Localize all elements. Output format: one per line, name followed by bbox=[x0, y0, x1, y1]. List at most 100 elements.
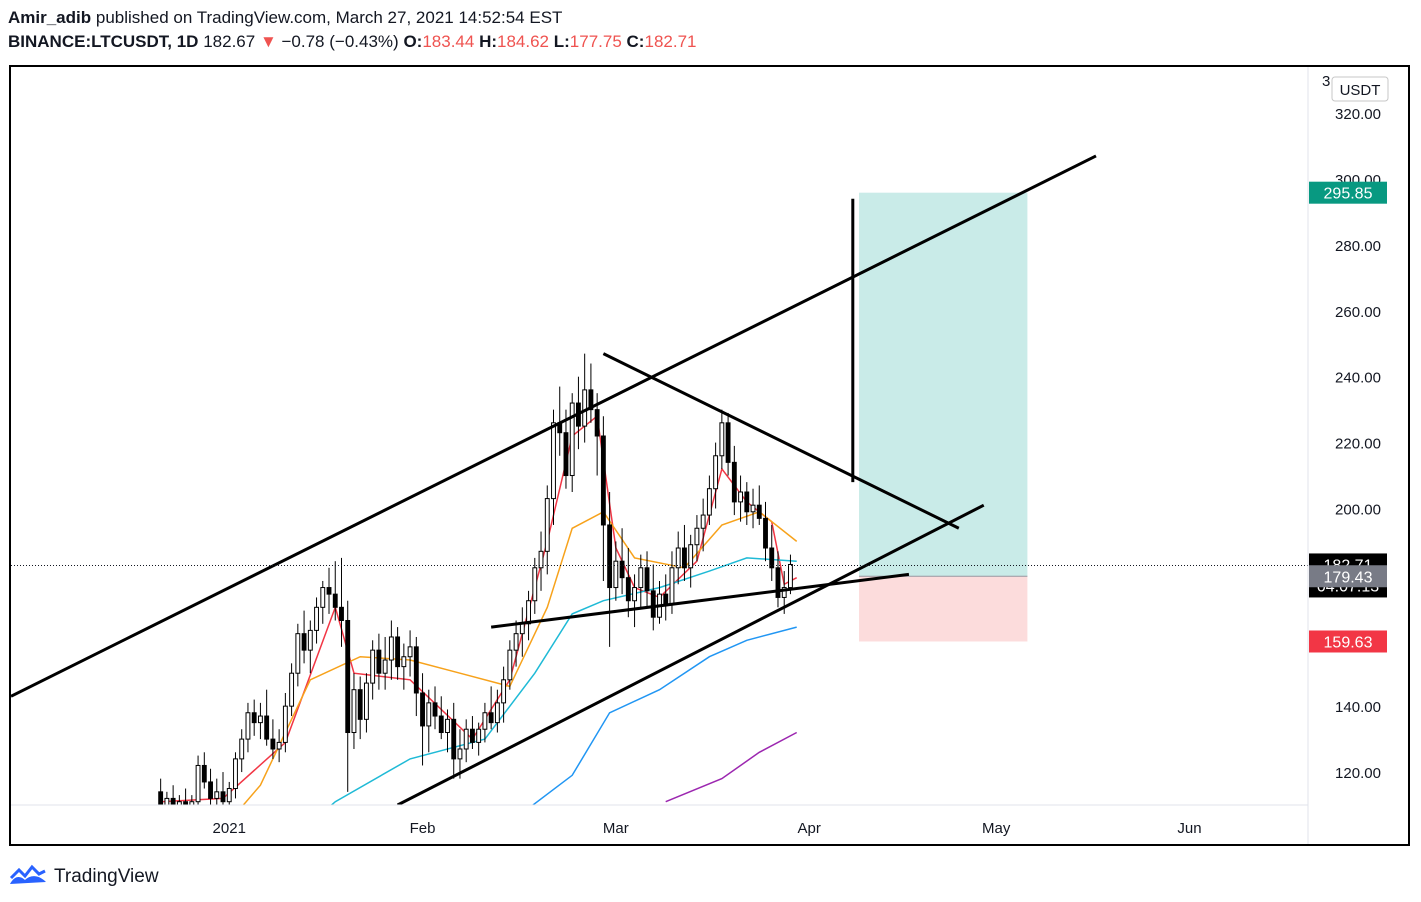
y-tick-label: 240.00 bbox=[1335, 370, 1381, 387]
y-tick-label: 260.00 bbox=[1335, 304, 1381, 321]
y-tick-label: 140.00 bbox=[1335, 699, 1381, 716]
candle bbox=[538, 550, 544, 569]
candle bbox=[170, 797, 176, 805]
candle bbox=[158, 791, 164, 805]
trendline-0 bbox=[11, 154, 1097, 698]
ema-line-4 bbox=[665, 731, 798, 803]
candle bbox=[370, 649, 376, 684]
trendline-1 bbox=[602, 352, 960, 530]
y-tick-label: 120.00 bbox=[1335, 765, 1381, 782]
author-name[interactable]: Amir_adib bbox=[8, 8, 92, 27]
candle bbox=[363, 682, 369, 720]
currency-label: USDT bbox=[1340, 82, 1381, 99]
price-label: 295.85 bbox=[1324, 186, 1373, 203]
y-tick-label: 220.00 bbox=[1335, 436, 1381, 453]
candle bbox=[756, 504, 762, 519]
candle bbox=[463, 728, 469, 750]
candle bbox=[233, 758, 238, 790]
close-value: 182.71 bbox=[644, 32, 697, 51]
close-label: C: bbox=[626, 32, 645, 51]
trendline-2 bbox=[490, 572, 910, 629]
x-tick-label: Apr bbox=[797, 820, 820, 837]
candle bbox=[494, 702, 500, 724]
candle bbox=[357, 689, 363, 720]
chart-frame: 320.00 280.00 260.00 240.00 220.00 200.00 140.… bbox=[9, 65, 1410, 846]
candle bbox=[401, 656, 407, 668]
candle bbox=[744, 491, 750, 513]
candle bbox=[420, 692, 425, 727]
down-arrow-icon: ▼ bbox=[259, 32, 277, 51]
candle bbox=[694, 527, 700, 546]
price-change: −0.78 (−0.43%) bbox=[281, 32, 399, 51]
price-label-bg bbox=[1309, 181, 1387, 204]
candle bbox=[675, 547, 681, 569]
candle bbox=[731, 461, 737, 503]
candle bbox=[669, 567, 675, 605]
candle bbox=[775, 567, 781, 598]
ema-line-2 bbox=[330, 557, 797, 805]
candle bbox=[395, 636, 401, 668]
price-label-bg bbox=[1309, 565, 1387, 588]
candle bbox=[513, 633, 519, 651]
candle bbox=[594, 409, 600, 437]
tradingview-logo-icon[interactable] bbox=[8, 862, 48, 891]
candle bbox=[632, 587, 637, 602]
candle bbox=[201, 764, 207, 783]
candle bbox=[307, 629, 313, 651]
symbol-label[interactable]: BINANCE:LTCUSDT, 1D bbox=[8, 32, 199, 51]
candle bbox=[245, 712, 251, 740]
candle bbox=[588, 389, 594, 411]
y-tick-label: 280.00 bbox=[1335, 238, 1381, 255]
time-axis[interactable]: 2021 Feb Mar Apr May Jun bbox=[213, 820, 1202, 837]
candle bbox=[551, 422, 556, 500]
candle bbox=[176, 801, 182, 805]
candle bbox=[289, 672, 295, 707]
candle bbox=[451, 718, 457, 760]
x-tick-label: 2021 bbox=[213, 820, 246, 837]
candle bbox=[251, 712, 257, 724]
candle bbox=[339, 606, 344, 621]
candle bbox=[738, 491, 743, 503]
candle bbox=[607, 524, 613, 589]
candle bbox=[164, 797, 170, 805]
currency-badge[interactable]: USDT bbox=[1331, 76, 1389, 102]
candle bbox=[326, 587, 332, 595]
candle bbox=[569, 402, 575, 477]
open-value: 183.44 bbox=[422, 32, 475, 51]
candle bbox=[600, 435, 606, 526]
price-label: 159.63 bbox=[1324, 634, 1373, 651]
candle bbox=[769, 547, 775, 569]
candle bbox=[482, 712, 488, 730]
candle bbox=[183, 801, 189, 805]
candle bbox=[208, 781, 213, 799]
price-axis[interactable]: 320.00 280.00 260.00 240.00 220.00 200.00 140.… bbox=[1322, 73, 1381, 782]
x-tick-label: Feb bbox=[410, 820, 436, 837]
candle bbox=[220, 791, 226, 803]
ohlc-line: BINANCE:LTCUSDT, 1D 182.67 ▼ −0.78 (−0.4… bbox=[8, 30, 696, 54]
candle bbox=[582, 389, 588, 427]
candle bbox=[276, 741, 282, 750]
open-label: O: bbox=[403, 32, 423, 51]
low-label: L: bbox=[553, 32, 570, 51]
price-chart[interactable]: 320.00 280.00 260.00 240.00 220.00 200.00 140.… bbox=[11, 67, 1408, 844]
candle bbox=[382, 659, 388, 674]
brand-name: TradingView bbox=[54, 865, 159, 887]
last-price: 182.67 bbox=[203, 32, 256, 51]
candle bbox=[214, 791, 220, 799]
candle bbox=[457, 748, 463, 760]
candle bbox=[189, 801, 195, 805]
candle bbox=[700, 514, 706, 529]
candle bbox=[638, 567, 644, 589]
x-tick-label: Mar bbox=[603, 820, 629, 837]
candle bbox=[438, 715, 444, 734]
candle bbox=[526, 600, 531, 625]
candle bbox=[763, 517, 768, 549]
candle bbox=[295, 633, 301, 674]
candle bbox=[532, 567, 538, 602]
candle bbox=[563, 432, 569, 477]
candle bbox=[432, 702, 438, 717]
candle bbox=[713, 455, 719, 490]
candle bbox=[476, 728, 482, 743]
target-zone bbox=[859, 192, 1028, 577]
candle bbox=[788, 563, 793, 589]
